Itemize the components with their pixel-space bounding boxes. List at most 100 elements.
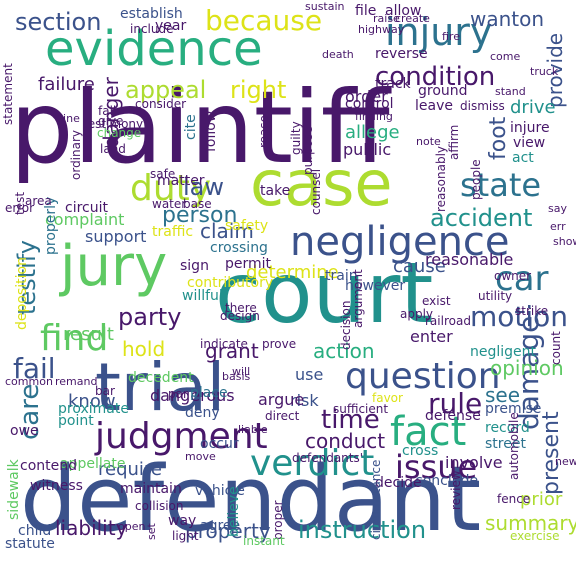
word-people: people (469, 159, 483, 200)
word-statement: statement (1, 63, 15, 125)
word-count: count (549, 331, 563, 365)
word-risk: risk (290, 391, 319, 410)
word-common: common (5, 375, 53, 388)
word-public: public (343, 140, 391, 159)
word-agree: agree (200, 518, 240, 534)
word-collision: collision (135, 499, 183, 513)
word-sidewalk: sidewalk (6, 458, 22, 520)
word-say: say (548, 202, 567, 215)
word-instant: instant (243, 534, 285, 548)
word-vehicle: vehicle (195, 483, 245, 499)
word-traffic: traffic (152, 224, 193, 240)
word-err: err (550, 220, 566, 233)
word-create: create (395, 12, 430, 25)
word-file: file (355, 3, 376, 19)
word-fall: fall (98, 104, 116, 118)
word-open: open (118, 520, 145, 533)
word-child: child (18, 523, 51, 539)
word-prove: prove (262, 337, 296, 351)
word-view: view (513, 135, 545, 151)
word-issue: issue (395, 448, 477, 486)
word-premise: premise (485, 401, 541, 417)
word-testimony: testimony (83, 117, 143, 131)
word-strike: strike (515, 304, 548, 318)
word-witness: witness (30, 478, 83, 494)
word-enter: enter (410, 327, 453, 346)
word-decide: decide (375, 475, 422, 491)
word-control: control (345, 96, 394, 112)
word-area: area (25, 194, 52, 208)
word-person: person (162, 203, 237, 228)
word-move: move (185, 450, 216, 463)
word-apply: apply (400, 307, 433, 321)
word-dangerous: dangerous (150, 386, 235, 405)
word-set: set (145, 523, 158, 540)
word-decedent: decedent (128, 370, 194, 386)
word-condition: condition (375, 62, 495, 92)
word-conclude: conclude (415, 473, 478, 489)
word-damage: damage (512, 316, 545, 430)
word-present: present (539, 411, 564, 495)
word-jury: jury (58, 234, 167, 299)
word-action: action (313, 339, 375, 363)
word-right: right (230, 76, 286, 104)
word-permit: permit (225, 256, 272, 272)
word-light: light (172, 529, 199, 543)
word-properly: properly (43, 197, 59, 255)
word-cite: cite (183, 114, 199, 140)
word-argue: argue (258, 390, 304, 409)
word-question: question (345, 356, 501, 397)
word-indicate: indicate (200, 337, 248, 351)
word-sustain: sustain (305, 0, 345, 13)
word-foot: foot (486, 116, 511, 160)
word-will: will (232, 365, 250, 378)
word-grant: grant (205, 339, 259, 363)
word-allege: allege (345, 122, 400, 143)
word-argument: argument (351, 269, 365, 328)
word-proper: proper (271, 500, 285, 540)
word-section: section (15, 8, 101, 36)
word-railroad: railroad (425, 314, 471, 328)
word-willful: willful (182, 288, 223, 304)
word-there: there (225, 301, 257, 315)
word-complaint: complaint (45, 210, 124, 229)
word-contend: contend (20, 458, 77, 474)
word-decision: decision (339, 301, 353, 350)
word-testify: testify (13, 240, 41, 315)
word-rule: rule (428, 387, 482, 420)
word-negligent: negligent (470, 344, 537, 360)
word-fact: fact (390, 409, 466, 455)
word-injure: injure (510, 120, 550, 136)
word-reasonable: reasonable (425, 250, 513, 269)
word-water: water (152, 197, 186, 211)
word-take: take (260, 183, 290, 199)
word-motion: motion (470, 300, 568, 333)
word-train: train (325, 268, 358, 284)
word-ordinary: ordinary (69, 130, 83, 180)
word-street: street (485, 436, 526, 452)
word-maintain: maintain (120, 481, 182, 497)
word-appellate: appellate (60, 456, 125, 472)
word-sufficient: sufficient (333, 402, 388, 416)
word-state: state (460, 166, 541, 204)
word-owner: owner (494, 269, 531, 283)
word-record: record (485, 420, 530, 436)
word-plaintiff: plaintiff (10, 69, 392, 186)
word-however: however (345, 278, 405, 294)
word-fail: fail (13, 352, 56, 385)
word-allow: allow (385, 3, 421, 19)
word-defendants-: defendants' (292, 451, 363, 465)
word-claim: claim (200, 219, 254, 243)
word-reverse: reverse (375, 46, 428, 62)
word-appeal: appeal (125, 76, 206, 104)
word-include: include (130, 22, 173, 36)
word-use: use (295, 365, 323, 384)
word-occur: occur (200, 436, 239, 452)
word-crossing: crossing (210, 240, 268, 256)
word-provide: provide (543, 33, 567, 108)
word-bar: bar (95, 384, 115, 398)
word-test: test (13, 192, 27, 215)
word-circuit: circuit (65, 200, 108, 216)
word-guilty: guilty (289, 121, 303, 155)
